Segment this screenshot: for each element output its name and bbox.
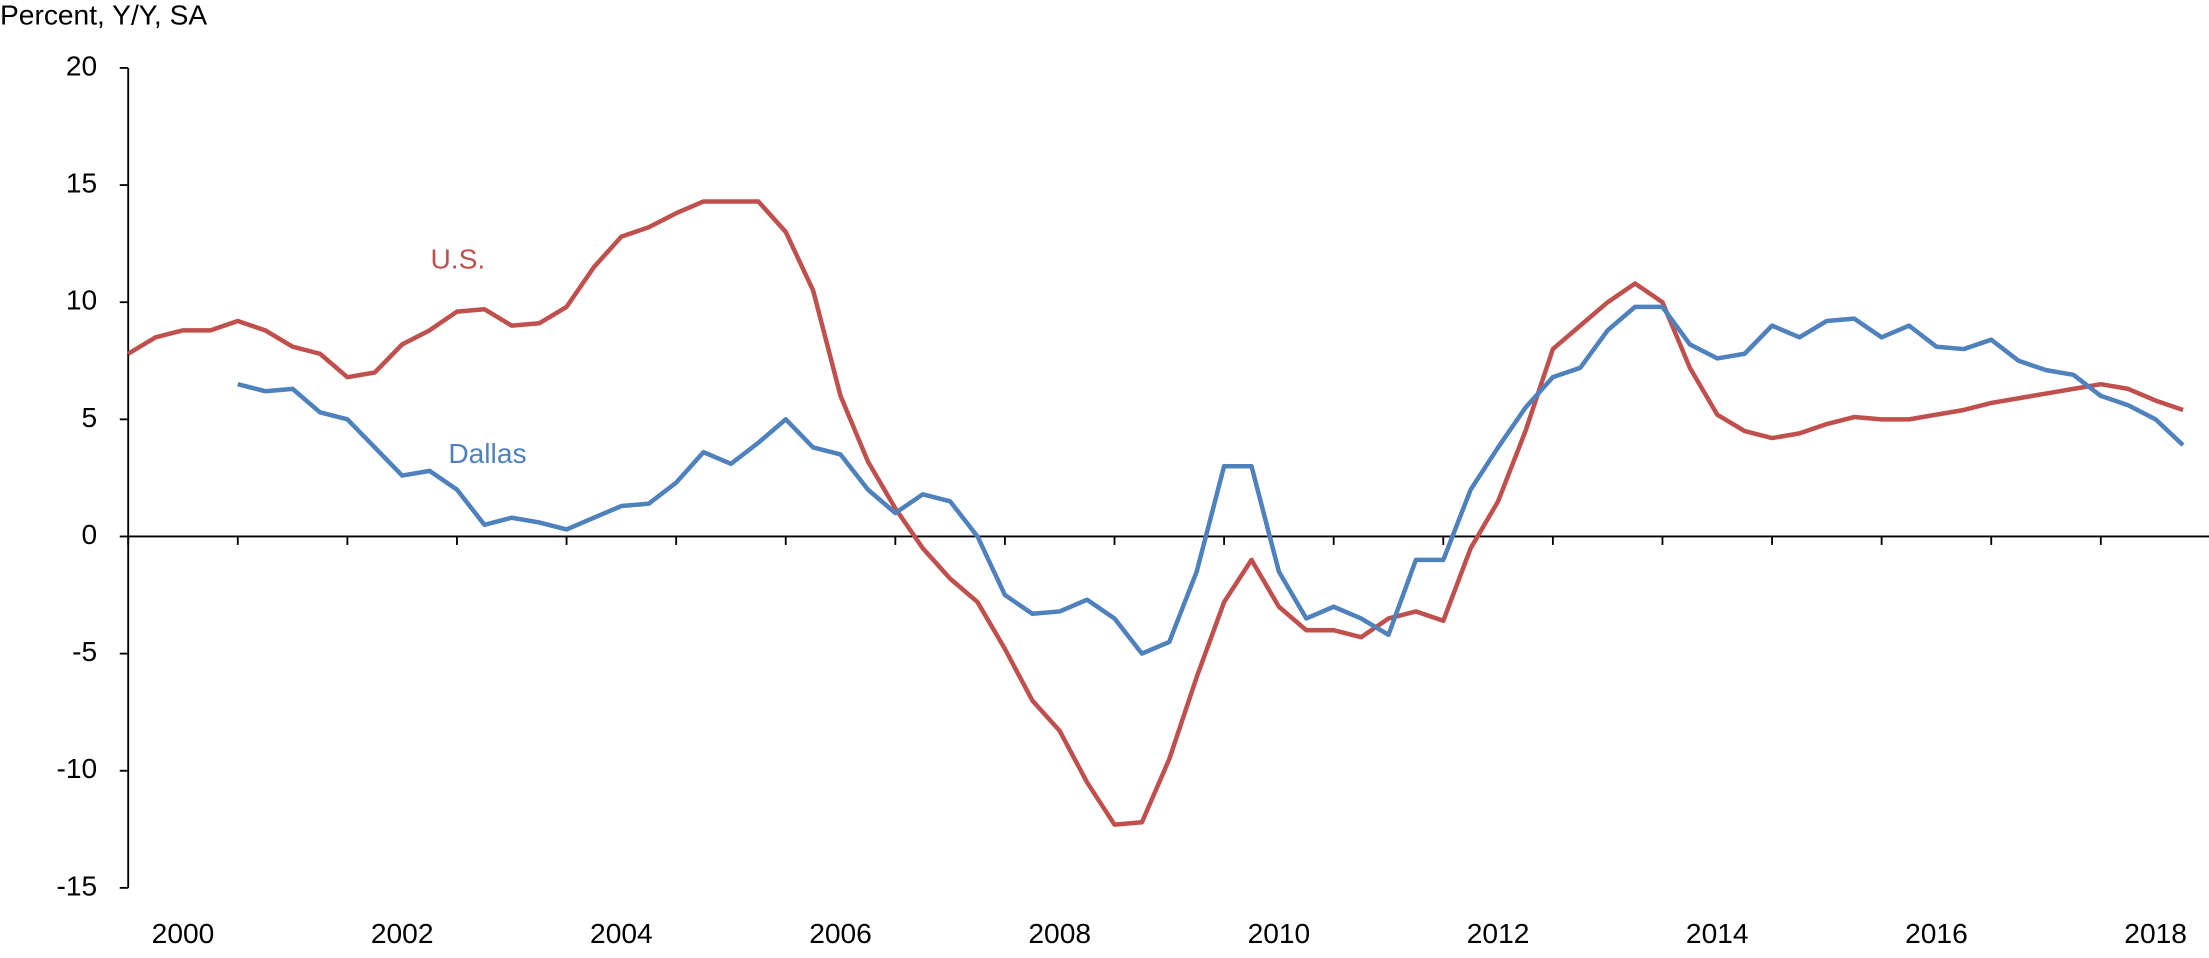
y-tick-label: -15 (57, 869, 98, 901)
series-label: U.S. (430, 242, 485, 274)
x-tick-label: 2000 (152, 917, 215, 949)
y-tick-label: 0 (82, 518, 98, 550)
x-tick-label: 2004 (590, 917, 653, 949)
y-tick-label: -10 (57, 752, 98, 784)
x-tick-label: 2002 (371, 917, 434, 949)
y-tick-label: 10 (66, 284, 97, 316)
series-line (237, 304, 2185, 656)
x-tick-label: 2014 (1686, 917, 1749, 949)
x-tick-label: 2012 (1467, 917, 1530, 949)
y-tick-label: 5 (82, 401, 98, 433)
x-tick-label: 2016 (1905, 917, 1968, 949)
x-tick-label: 2008 (1028, 917, 1091, 949)
series-line (127, 199, 2184, 827)
y-axis-label: Percent, Y/Y, SA (0, 0, 207, 31)
y-tick-label: -5 (72, 635, 97, 667)
x-tick-label: 2006 (809, 917, 872, 949)
y-tick-label: 15 (66, 167, 97, 199)
x-tick-label: 2018 (2124, 917, 2187, 949)
y-tick-label: 20 (66, 49, 97, 81)
series-label: Dallas (448, 437, 526, 469)
x-tick-label: 2010 (1248, 917, 1311, 949)
